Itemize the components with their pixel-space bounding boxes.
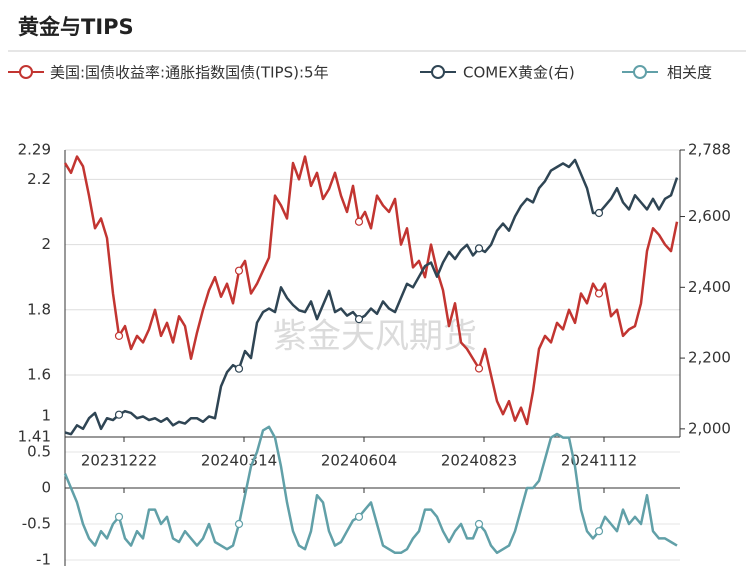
x-tick-label: 20240604	[321, 452, 397, 470]
point-marker	[234, 364, 244, 373]
point-marker	[474, 519, 484, 529]
y-tick-label: 1.8	[27, 300, 51, 318]
series-line	[64, 158, 679, 436]
point-marker	[474, 364, 484, 373]
point-marker	[594, 289, 604, 298]
point-marker	[354, 512, 364, 521]
point-marker	[354, 315, 364, 324]
x-tick-label: 20240314	[201, 452, 277, 470]
series-line	[63, 425, 678, 555]
y-tick-label: 2	[41, 235, 51, 253]
y-tick-label: 1	[41, 407, 51, 425]
point-marker	[354, 217, 364, 226]
point-marker	[594, 208, 604, 218]
point-marker	[594, 527, 604, 536]
y-tick-label: -0.5	[22, 515, 51, 533]
x-tick-label: 20231222	[81, 452, 157, 470]
watermark: 紫金天风期货	[273, 317, 477, 357]
y2-tick-label: 2,600	[688, 207, 731, 225]
legend-marker	[633, 65, 647, 79]
x-tick-label: 20241112	[561, 452, 637, 470]
y-tick-label: 0.5	[27, 443, 51, 461]
y-tick-label: 2.29	[18, 141, 51, 159]
y2-tick-label: 2,200	[688, 349, 731, 367]
point-marker	[114, 331, 124, 340]
legend-marker	[19, 65, 33, 79]
y-tick-label: -1	[36, 551, 51, 569]
y-tick-label: 2.2	[27, 170, 51, 188]
y-tick-label: 0	[41, 479, 51, 497]
point-marker	[234, 519, 244, 529]
legend-marker	[431, 65, 445, 79]
y-tick-label: 1.6	[27, 366, 51, 384]
legend-label: 相关度	[667, 64, 712, 82]
y-tick-label: 1.41	[18, 428, 51, 446]
y2-tick-label: 2,400	[688, 278, 731, 296]
point-marker	[114, 410, 124, 419]
chart-title: 黄金与TIPS	[18, 15, 134, 39]
legend-label: 美国:国债收益率:通胀指数国债(TIPS):5年	[50, 64, 329, 82]
y2-tick-label: 2,000	[688, 419, 731, 437]
legend-label: COMEX黄金(右)	[463, 64, 575, 82]
point-marker	[114, 512, 124, 521]
y2-tick-label: 2,788	[688, 141, 731, 159]
point-marker	[234, 266, 244, 275]
x-tick-label: 20240823	[441, 452, 517, 470]
series-line	[63, 155, 679, 426]
point-marker	[474, 244, 484, 253]
